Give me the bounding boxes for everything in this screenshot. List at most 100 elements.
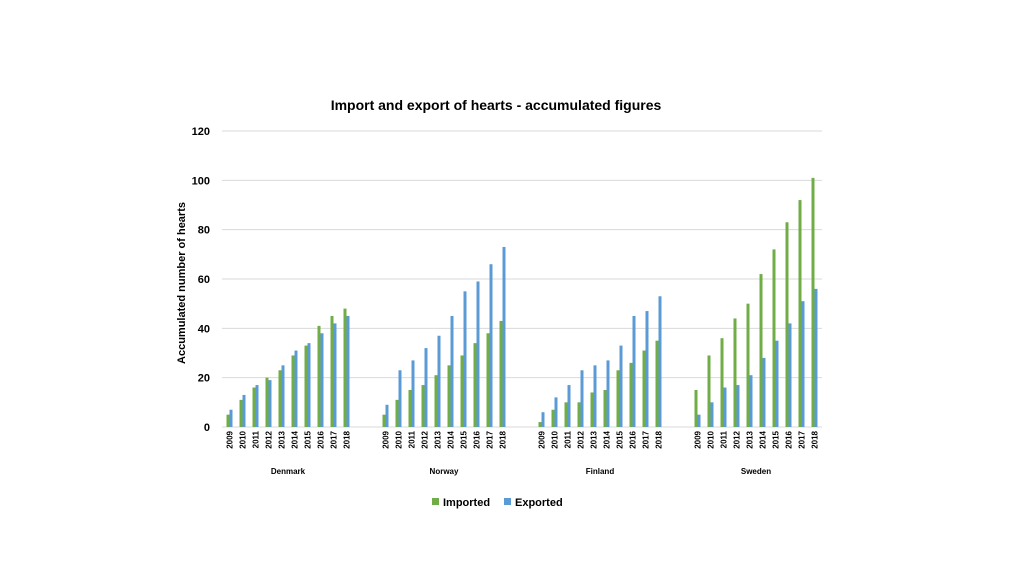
bar-finland-exported-2014 [606, 360, 610, 427]
chart-title: Import and export of hearts - accumulate… [331, 97, 662, 113]
bar-finland-imported-2018 [655, 340, 659, 427]
bar-sweden-exported-2017 [801, 301, 805, 427]
bar-finland-exported-2010 [554, 397, 558, 427]
bar-finland-exported-2017 [645, 311, 649, 427]
bar-finland-exported-2011 [567, 385, 571, 427]
bar-norway-exported-2018 [502, 246, 506, 427]
x-tick-label: 2014 [759, 430, 768, 448]
x-tick-label: 2010 [239, 430, 248, 448]
bar-norway-imported-2017 [486, 333, 490, 427]
x-tick-label: 2018 [343, 430, 352, 448]
x-tick-label: 2010 [551, 430, 560, 448]
bar-norway-imported-2014 [447, 365, 451, 427]
bar-denmark-imported-2015 [304, 345, 308, 427]
x-tick-label: 2009 [226, 430, 235, 448]
x-tick-label: 2011 [564, 430, 573, 448]
y-tick-label: 40 [198, 323, 210, 335]
y-axis-label: Accumulated number of hearts [176, 202, 188, 364]
bar-denmark-imported-2012 [265, 377, 269, 427]
bar-sweden-exported-2015 [775, 340, 779, 427]
bar-denmark-exported-2018 [346, 316, 350, 427]
x-axis-ticks: 2009 2010 2011 2012 2013 2014 2015 2016 2017 2018… [226, 430, 820, 448]
x-tick-label: 2011 [720, 430, 729, 448]
bar-finland-imported-2013 [590, 392, 594, 427]
bar-denmark-imported-2010 [239, 399, 243, 427]
bar-denmark-imported-2016 [317, 325, 321, 427]
bar-sweden-exported-2014 [762, 357, 766, 427]
bar-norway-imported-2010 [395, 399, 399, 427]
bar-denmark-exported-2016 [320, 333, 324, 427]
x-tick-label: 2010 [707, 430, 716, 448]
x-tick-label: 2010 [395, 430, 404, 448]
bar-norway-imported-2012 [421, 385, 425, 427]
group-label-denmark: Denmark [271, 467, 306, 476]
bar-sweden-imported-2017 [798, 200, 802, 427]
group-label-finland: Finland [586, 467, 615, 476]
x-tick-label: 2012 [577, 430, 586, 448]
x-tick-label: 2015 [460, 430, 469, 448]
bar-sweden-imported-2009 [694, 390, 698, 427]
bar-denmark-imported-2013 [278, 370, 282, 427]
bar-norway-exported-2009 [385, 404, 389, 427]
bar-sweden-exported-2010 [710, 402, 714, 427]
x-tick-label: 2016 [473, 430, 482, 448]
bar-norway-exported-2011 [411, 360, 415, 427]
group-labels: Denmark Norway Finland Sweden [271, 467, 771, 476]
bar-norway-imported-2018 [499, 320, 503, 427]
x-tick-label: 2016 [317, 430, 326, 448]
bar-sweden-imported-2015 [772, 249, 776, 427]
y-tick-label: 120 [192, 126, 210, 138]
bar-norway-exported-2016 [476, 281, 480, 427]
x-tick-label: 2017 [642, 430, 651, 448]
bar-sweden-imported-2018 [811, 177, 815, 427]
x-tick-label: 2016 [629, 430, 638, 448]
bar-finland-exported-2018 [658, 296, 662, 427]
x-tick-label: 2009 [538, 430, 547, 448]
bar-norway-imported-2013 [434, 375, 438, 427]
bar-finland-imported-2016 [629, 362, 633, 427]
x-tick-label: 2017 [330, 430, 339, 448]
legend-label-exported: Exported [515, 497, 563, 509]
bar-finland-imported-2015 [616, 370, 620, 427]
bar-denmark-exported-2010 [242, 394, 246, 427]
bar-finland-imported-2011 [564, 402, 568, 427]
x-tick-label: 2012 [733, 430, 742, 448]
bar-denmark-exported-2012 [268, 380, 272, 427]
bar-denmark-imported-2018 [343, 308, 347, 427]
bar-denmark-imported-2017 [330, 316, 334, 427]
legend-label-imported: Imported [443, 497, 490, 509]
bar-sweden-exported-2012 [736, 385, 740, 427]
bar-finland-exported-2012 [580, 370, 584, 427]
bar-sweden-imported-2011 [720, 338, 724, 427]
legend-swatch-exported [504, 498, 511, 505]
bar-finland-imported-2017 [642, 350, 646, 427]
bar-norway-exported-2015 [463, 291, 467, 427]
bar-finland-exported-2009 [541, 412, 545, 427]
x-tick-label: 2016 [785, 430, 794, 448]
x-tick-label: 2018 [811, 430, 820, 448]
bar-sweden-imported-2013 [746, 303, 750, 427]
x-tick-label: 2013 [434, 430, 443, 448]
bar-denmark-exported-2009 [229, 409, 233, 427]
bar-finland-imported-2009 [538, 422, 542, 427]
x-tick-label: 2014 [447, 430, 456, 448]
bar-finland-imported-2012 [577, 402, 581, 427]
bar-denmark-exported-2017 [333, 323, 337, 427]
legend: Imported Exported [432, 497, 563, 509]
x-tick-label: 2018 [499, 430, 508, 448]
bar-denmark-exported-2013 [281, 365, 285, 427]
grid-lines [222, 130, 822, 428]
bar-finland-exported-2015 [619, 345, 623, 427]
bar-denmark-exported-2011 [255, 385, 259, 427]
bar-finland-imported-2014 [603, 390, 607, 427]
bar-norway-imported-2011 [408, 390, 412, 427]
bar-sweden-exported-2016 [788, 323, 792, 427]
x-tick-label: 2012 [421, 430, 430, 448]
legend-swatch-imported [432, 498, 439, 505]
y-axis-ticks: 0 20 40 60 80 100 120 [192, 126, 210, 434]
bar-norway-imported-2015 [460, 355, 464, 427]
y-tick-label: 100 [192, 175, 210, 187]
bar-finland-exported-2013 [593, 365, 597, 427]
bar-sweden-exported-2011 [723, 387, 727, 427]
